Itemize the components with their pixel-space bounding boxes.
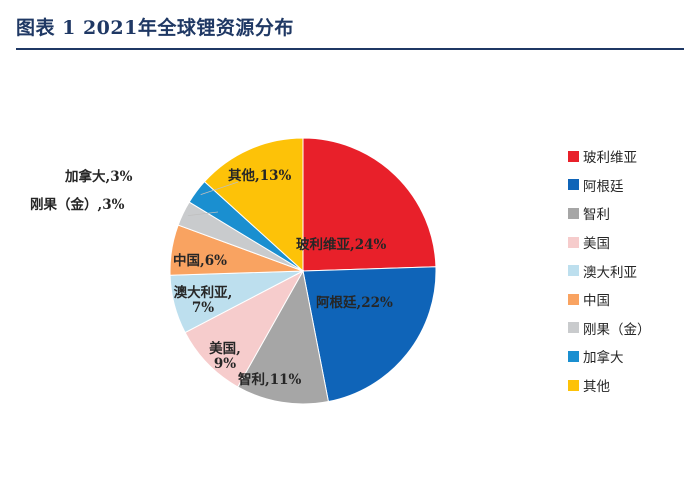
slice-label-usa-line2: 9%: [213, 355, 237, 372]
leader-line: [200, 181, 239, 195]
legend-swatch: [568, 293, 579, 305]
legend-label: 加拿大: [583, 350, 624, 367]
pie-slice-group: [169, 137, 437, 405]
leader-line-group: [187, 181, 239, 216]
title-divider: [16, 48, 684, 50]
legend-label: 中国: [583, 293, 610, 310]
legend-item[interactable]: 澳大利亚: [568, 256, 694, 285]
legend: 玻利维亚阿根廷智利美国澳大利亚中国刚果（金） 加拿大其他: [568, 142, 694, 399]
pie-slice[interactable]: [302, 266, 437, 403]
legend-label: 刚果（金）: [583, 321, 651, 338]
legend-label: 美国: [583, 236, 610, 253]
legend-label: 阿根廷: [583, 178, 624, 195]
legend-swatch: [568, 379, 579, 391]
slice-label-other: 其他,13%: [228, 168, 292, 184]
legend-item[interactable]: 中国: [568, 285, 694, 314]
legend-label: 玻利维亚: [583, 150, 637, 167]
slice-label-congo: 刚果（金）,3%: [30, 197, 125, 213]
leader-line: [187, 211, 219, 216]
legend-label: 其他: [583, 379, 610, 396]
slice-label-australia: 澳大利亚, 7%: [166, 286, 240, 315]
pie-chart-svg: [169, 137, 437, 405]
legend-label: 智利: [583, 207, 610, 224]
legend-swatch: [568, 350, 579, 362]
legend-item[interactable]: 加拿大: [568, 342, 694, 371]
slice-label-australia-line1: 澳大利亚,: [173, 285, 233, 301]
slice-label-usa: 美国, 9%: [188, 342, 262, 371]
pie-slice[interactable]: [237, 269, 330, 405]
legend-swatch: [568, 150, 579, 162]
slice-label-bolivia: 玻利维亚,24%: [296, 237, 387, 253]
legend-swatch: [568, 236, 579, 248]
legend-item[interactable]: 美国: [568, 228, 694, 257]
slice-label-usa-line1: 美国,: [209, 341, 241, 357]
pie-slice[interactable]: [302, 137, 437, 272]
legend-swatch: [568, 322, 579, 334]
legend-item[interactable]: 其他: [568, 371, 694, 400]
legend-label: 澳大利亚: [583, 264, 637, 281]
slice-label-canada: 加拿大,3%: [65, 169, 133, 185]
slice-label-argentina: 阿根廷,22%: [316, 295, 393, 311]
legend-item[interactable]: 智利: [568, 199, 694, 228]
slice-label-china: 中国,6%: [173, 253, 227, 269]
legend-item[interactable]: 阿根廷: [568, 171, 694, 200]
slice-label-chile: 智利,11%: [238, 372, 302, 388]
legend-swatch: [568, 207, 579, 219]
legend-swatch: [568, 265, 579, 277]
pie-slice[interactable]: [203, 137, 304, 273]
page-title: 图表 1 2021年全球锂资源分布: [16, 17, 294, 39]
pie-chart: 玻利维亚,24% 阿根廷,22% 智利,11% 美国, 9% 澳大利亚, 7% …: [30, 120, 498, 430]
figure-header: 图表 1 2021年全球锂资源分布: [0, 0, 700, 54]
slice-label-australia-line2: 7%: [191, 299, 215, 316]
legend-item[interactable]: 玻利维亚: [568, 142, 694, 171]
legend-swatch: [568, 179, 579, 191]
legend-item[interactable]: 刚果（金）: [568, 314, 694, 343]
